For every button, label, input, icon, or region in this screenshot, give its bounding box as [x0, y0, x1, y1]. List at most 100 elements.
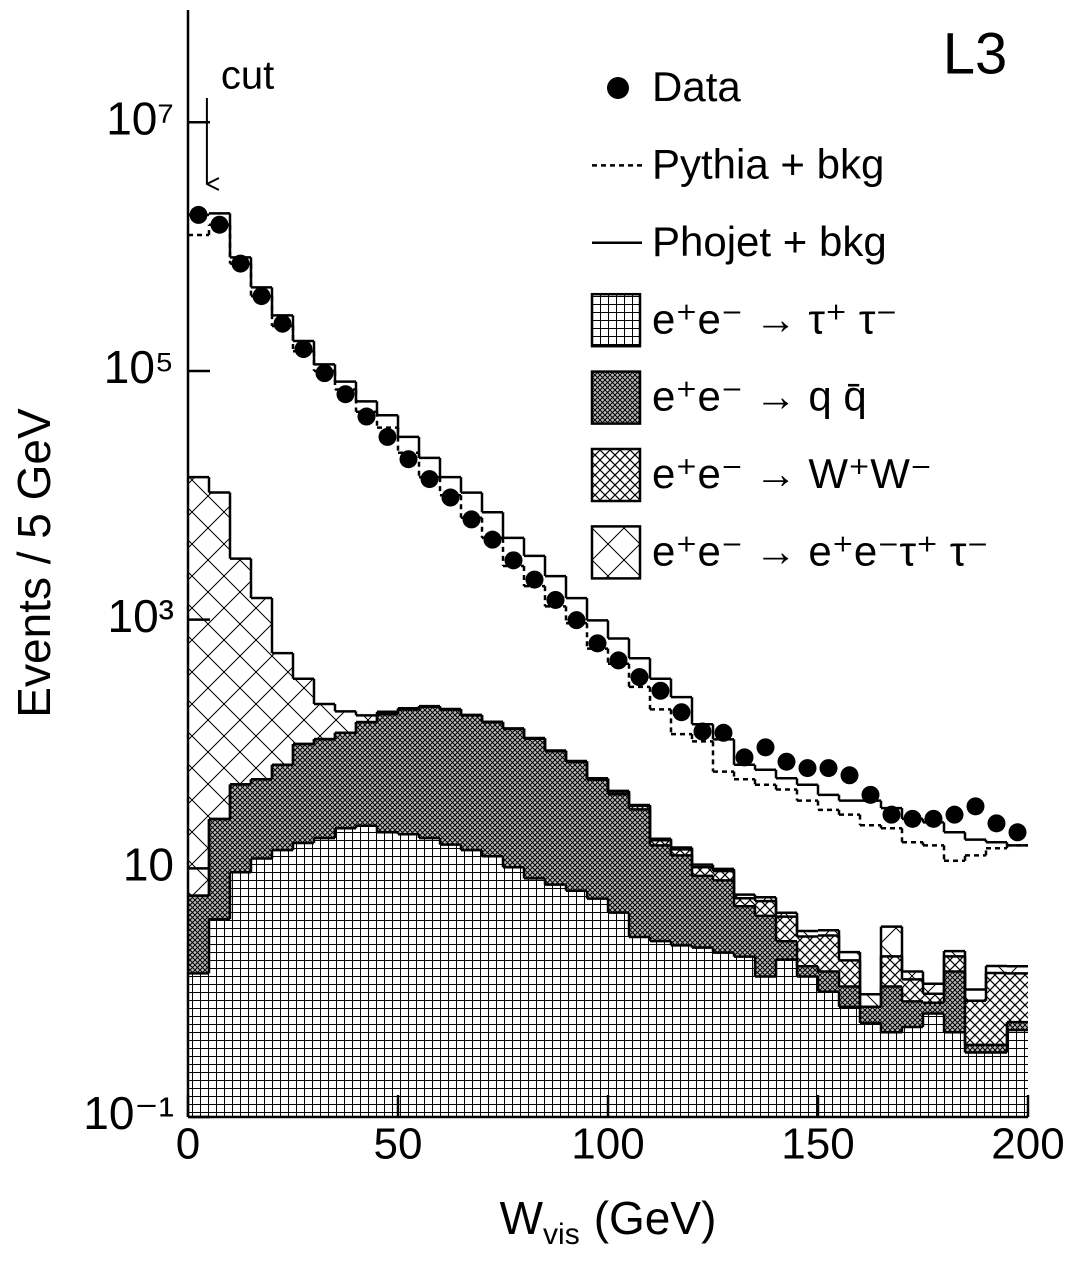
stack-bar: [902, 1001, 923, 1027]
stack-bar: [671, 855, 692, 946]
stack-bar: [734, 956, 755, 1117]
stack-bar: [881, 956, 902, 987]
stack-bar: [1007, 966, 1028, 974]
stack-bar: [692, 867, 713, 876]
stack-bar: [839, 952, 860, 961]
data-point: [1008, 823, 1027, 842]
legend-swatch: [590, 447, 642, 503]
cut-label: cut: [221, 54, 274, 98]
stack-bar: [314, 838, 335, 1117]
data-point: [546, 590, 565, 609]
data-point: [567, 611, 586, 630]
legend-label: e⁺e⁻ → W⁺W⁻: [652, 450, 932, 497]
stack-bar: [839, 1006, 860, 1117]
stack-bar: [650, 941, 671, 1117]
legend-label: e⁺e⁻ → τ⁺ τ⁻: [652, 295, 898, 342]
stack-bar: [566, 890, 587, 1117]
stack-bar: [293, 678, 314, 744]
stack-bar: [608, 912, 629, 1117]
stack-bar: [776, 959, 797, 1117]
stack-bar: [986, 972, 1007, 1045]
stack-bar: [545, 751, 566, 885]
x-tick-label: 50: [374, 1120, 423, 1169]
plot-area: [188, 205, 1028, 1117]
data-point: [630, 668, 649, 687]
stack-bar: [923, 1002, 944, 1014]
stack-bar: [314, 739, 335, 839]
data-point: [945, 805, 964, 824]
stack-bar: [440, 844, 461, 1117]
stack-bar: [923, 1013, 944, 1117]
stack-bar: [944, 1032, 965, 1117]
data-point: [966, 797, 985, 816]
data-point: [756, 738, 775, 757]
stack-bar: [608, 794, 629, 913]
stack-bar: [755, 901, 776, 916]
data-point: [672, 703, 691, 722]
data-point: [735, 748, 754, 767]
stack-bar: [251, 858, 272, 1117]
legend-swatch: [590, 370, 642, 425]
stack-bar: [188, 895, 209, 974]
stack-bar: [818, 971, 839, 992]
stack-bar: [419, 706, 440, 839]
legend-label: Data: [652, 63, 741, 110]
stack-bar: [335, 828, 356, 1117]
stack-bar: [986, 965, 1007, 973]
stack-bar: [230, 784, 251, 873]
stack-bar: [314, 704, 335, 740]
data-point: [651, 681, 670, 700]
legend: Data Pythia + bkg Phojet + bkg e⁺e⁻ → τ⁺ τ⁻…: [590, 63, 989, 580]
stack-bar: [776, 912, 797, 917]
legend-label: Pythia + bkg: [652, 140, 884, 187]
data-point: [189, 205, 208, 224]
x-tick-label: 0: [176, 1120, 200, 1169]
data-point: [231, 254, 250, 273]
data-point: [882, 805, 901, 824]
stack-bar: [797, 931, 818, 937]
data-point: [315, 364, 334, 383]
stack-bar: [356, 715, 377, 723]
stack-bar: [524, 738, 545, 879]
stack-bar: [629, 937, 650, 1117]
data-point: [252, 287, 271, 306]
stack-bar: [797, 966, 818, 977]
data-point: [399, 450, 418, 469]
stack-bar: [671, 945, 692, 1117]
stack-bar: [965, 1000, 986, 1045]
experiment-label: L3: [943, 21, 1008, 86]
stack-bar: [650, 840, 671, 846]
x-label-main: W: [500, 1192, 544, 1244]
stack-bar: [272, 850, 293, 1117]
x-axis-label: Wvis (GeV): [500, 1192, 717, 1251]
x-tick-label: 100: [571, 1120, 644, 1169]
stack-bar: [335, 732, 356, 829]
stack-bar: [986, 1044, 1007, 1053]
data-point: [861, 785, 880, 804]
stack-bar: [755, 976, 776, 1117]
stack-bar: [902, 971, 923, 980]
stack-bar: [860, 1006, 881, 1024]
stack-bar: [419, 838, 440, 1117]
stack-bar: [1007, 1022, 1028, 1031]
x-label-sub: vis: [543, 1218, 580, 1251]
stack-bar: [398, 709, 419, 835]
data-point: [273, 314, 292, 333]
stack-bar: [377, 832, 398, 1117]
stack-bar: [503, 867, 524, 1117]
stack-bar: [965, 989, 986, 1001]
data-point: [714, 723, 733, 742]
stack-bar: [881, 926, 902, 957]
y-axis-label: Events / 5 GeV: [8, 408, 60, 718]
stack-bar: [209, 819, 230, 920]
y-tick-label: 10⁵: [104, 341, 174, 393]
data-point: [903, 809, 922, 828]
legend-swatch: [590, 292, 642, 348]
stack-bar: [902, 1026, 923, 1117]
stack-bar: [356, 825, 377, 1117]
stack-bar: [587, 779, 608, 899]
data-point: [798, 759, 817, 778]
stack-bar: [965, 1052, 986, 1117]
stack-bar: [818, 935, 839, 972]
